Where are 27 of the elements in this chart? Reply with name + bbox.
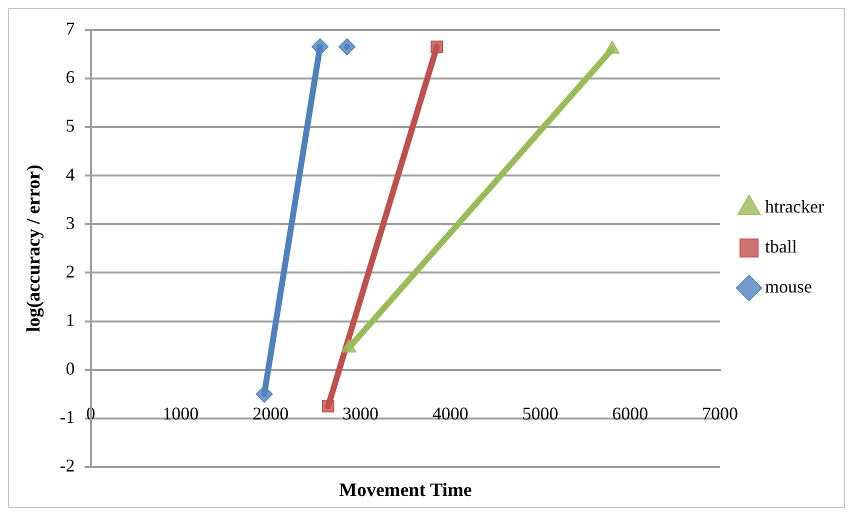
y-tick-label: 7 (66, 18, 75, 39)
x-tick-label: 7000 (702, 403, 738, 424)
y-axis-title: log(accuracy / error) (23, 164, 44, 332)
legend-label: mouse (765, 276, 812, 297)
y-tick-label: 3 (66, 212, 75, 233)
x-tick-label: 6000 (612, 403, 648, 424)
legend-label: tball (765, 236, 798, 257)
y-tick-label: 4 (66, 164, 75, 184)
y-tick-label: 5 (66, 116, 75, 136)
x-tick-label: 4000 (432, 403, 468, 424)
y-tick-label: 6 (66, 67, 75, 88)
y-tick-label: 1 (66, 310, 75, 330)
point (322, 400, 334, 412)
x-tick-label: 2000 (252, 403, 289, 424)
point (312, 38, 329, 56)
y-tick-label: 2 (66, 261, 75, 282)
legend-label: htracker (765, 196, 824, 217)
x-tick-label: 5000 (522, 403, 558, 424)
point (338, 38, 356, 56)
x-tick-label: 3000 (342, 403, 378, 424)
x-tick-label: 1000 (162, 403, 199, 424)
y-tick-label: 0 (66, 358, 75, 379)
y-tick-label: -2 (60, 456, 75, 476)
point (430, 40, 444, 53)
y-tick-label: -1 (60, 407, 75, 428)
point (256, 386, 273, 403)
x-axis-title: Movement Time (339, 480, 472, 501)
